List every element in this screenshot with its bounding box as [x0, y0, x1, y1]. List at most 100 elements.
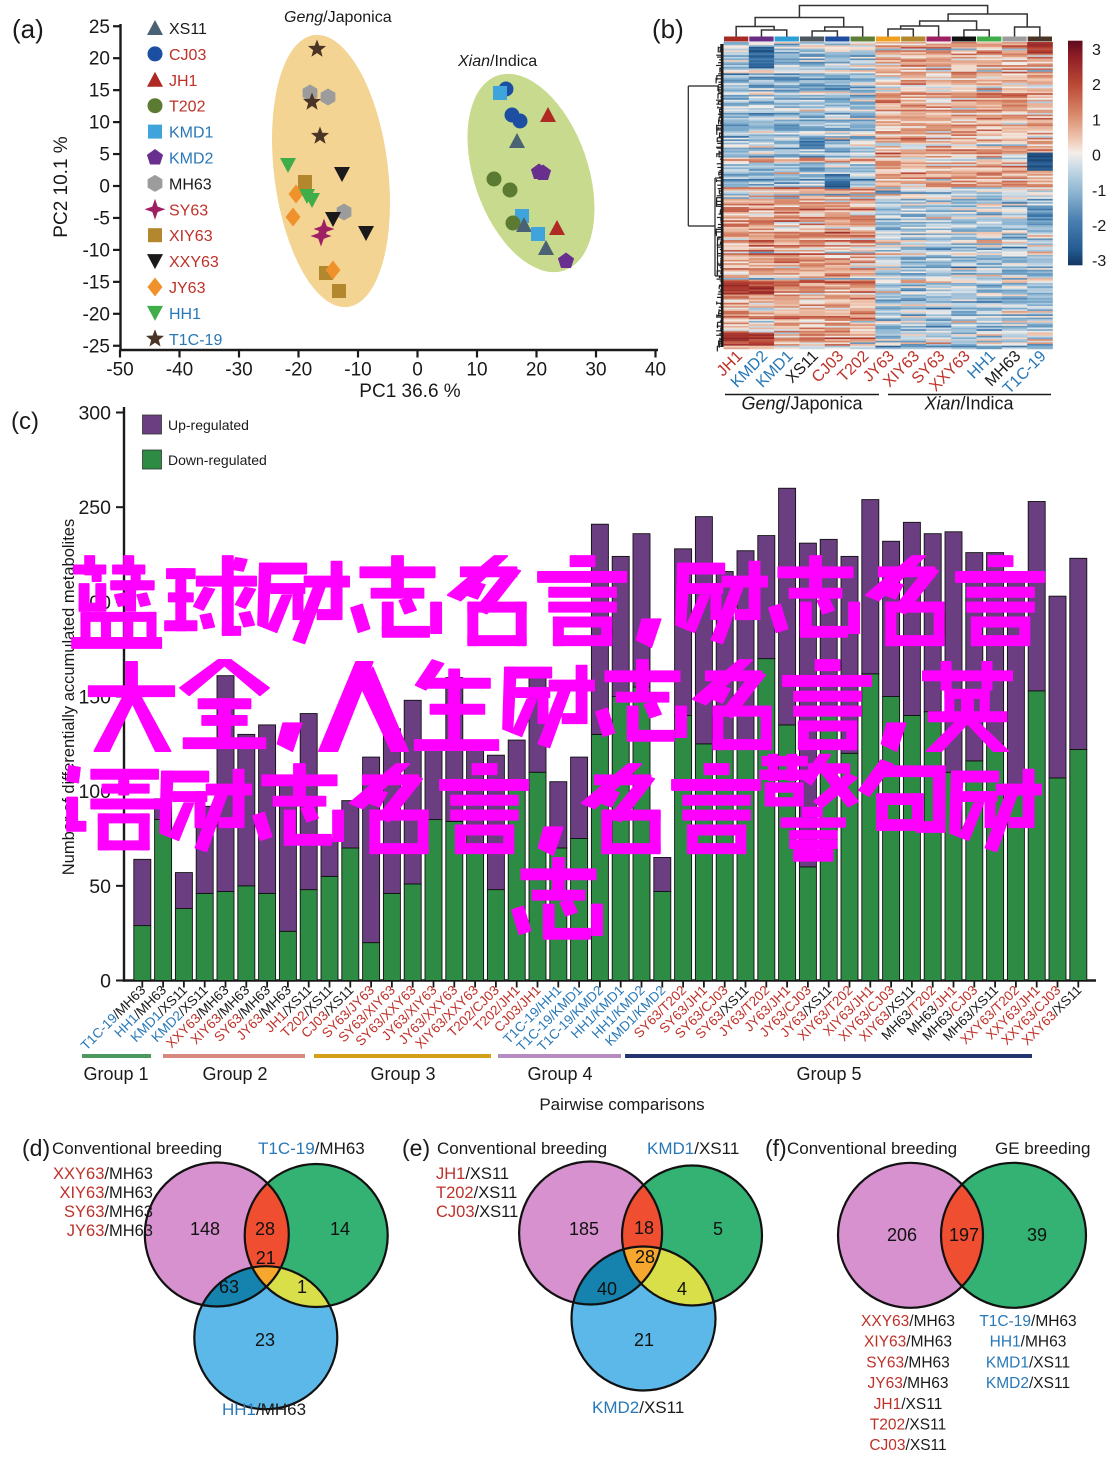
svg-text:JY63: JY63: [169, 280, 206, 297]
svg-text:SY63/MH63: SY63/MH63: [64, 1203, 153, 1221]
svg-text:XIY63/MH63: XIY63/MH63: [864, 1334, 952, 1351]
svg-text:XIY63/MH63: XIY63/MH63: [59, 1184, 153, 1202]
svg-text:-20: -20: [83, 304, 110, 325]
svg-text:-25: -25: [83, 336, 110, 357]
svg-text:XXY63/MH63: XXY63/MH63: [53, 1165, 153, 1183]
svg-text:25: 25: [89, 17, 110, 38]
svg-text:Number of differentially accum: Number of differentially accumulated met…: [60, 519, 78, 875]
svg-text:T1C-19/MH63: T1C-19/MH63: [258, 1139, 365, 1158]
svg-text:SY63: SY63: [169, 202, 208, 219]
svg-text:JY63/MH63: JY63/MH63: [67, 1222, 153, 1240]
svg-text:-10: -10: [83, 240, 110, 261]
svg-text:Conventional breeding: Conventional breeding: [52, 1139, 222, 1158]
svg-text:CJ03/XS11: CJ03/XS11: [436, 1203, 518, 1221]
svg-text:Group 3: Group 3: [370, 1064, 435, 1084]
svg-text:Down-regulated: Down-regulated: [168, 452, 267, 468]
svg-text:14: 14: [330, 1219, 350, 1239]
svg-text:4: 4: [677, 1279, 687, 1299]
svg-text:T202/XS11: T202/XS11: [436, 1184, 517, 1202]
svg-text:Geng/Japonica: Geng/Japonica: [741, 394, 863, 414]
svg-text:-20: -20: [285, 360, 312, 381]
svg-text:JH1/XS11: JH1/XS11: [874, 1396, 943, 1413]
svg-text:Conventional breeding: Conventional breeding: [437, 1139, 607, 1158]
svg-text:Group 4: Group 4: [527, 1064, 592, 1084]
svg-text:250: 250: [78, 497, 111, 519]
svg-text:GE breeding: GE breeding: [995, 1139, 1090, 1158]
svg-text:0: 0: [100, 971, 111, 993]
svg-text:18: 18: [634, 1218, 654, 1238]
svg-text:40: 40: [597, 1279, 617, 1299]
svg-text:Group 5: Group 5: [796, 1064, 861, 1084]
svg-text:1: 1: [1092, 112, 1101, 129]
svg-text:28: 28: [255, 1219, 275, 1239]
svg-text:(e): (e): [402, 1135, 430, 1161]
svg-text:206: 206: [887, 1225, 917, 1245]
svg-text:MH63: MH63: [169, 176, 212, 193]
svg-text:JH1: JH1: [169, 73, 198, 90]
svg-text:1: 1: [297, 1277, 307, 1297]
svg-text:20: 20: [89, 49, 110, 70]
svg-text:(c): (c): [11, 408, 39, 435]
svg-text:XXY63: XXY63: [169, 254, 219, 271]
svg-text:T1C-19: T1C-19: [169, 332, 222, 349]
svg-text:Pairwise comparisons: Pairwise comparisons: [539, 1095, 704, 1114]
svg-text:-2: -2: [1092, 218, 1106, 235]
svg-text:21: 21: [634, 1330, 654, 1350]
svg-text:T1C-19/MH63: T1C-19/MH63: [979, 1313, 1076, 1330]
svg-text:(f): (f): [765, 1135, 787, 1161]
svg-text:148: 148: [190, 1219, 220, 1239]
svg-text:KMD1/XS11: KMD1/XS11: [986, 1354, 1070, 1371]
svg-text:KMD2/XS11: KMD2/XS11: [986, 1375, 1070, 1392]
svg-text:63: 63: [219, 1277, 239, 1297]
svg-text:197: 197: [949, 1225, 979, 1245]
svg-text:Group 2: Group 2: [202, 1064, 267, 1084]
svg-text:(b): (b): [652, 14, 684, 44]
svg-text:JY63/MH63: JY63/MH63: [868, 1375, 949, 1392]
svg-text:300: 300: [78, 403, 111, 425]
svg-text:-30: -30: [225, 360, 252, 381]
svg-text:CJ03/XS11: CJ03/XS11: [869, 1437, 946, 1454]
svg-text:10: 10: [466, 360, 487, 381]
svg-text:KMD2/XS11: KMD2/XS11: [592, 1398, 684, 1417]
svg-text:20: 20: [526, 360, 547, 381]
svg-text:PC1 36.6 %: PC1 36.6 %: [359, 381, 460, 402]
svg-text:-10: -10: [344, 360, 371, 381]
svg-text:10: 10: [89, 113, 110, 134]
svg-text:Geng/Japonica: Geng/Japonica: [284, 9, 392, 26]
svg-text:185: 185: [569, 1219, 599, 1239]
svg-text:-40: -40: [166, 360, 193, 381]
svg-text:-50: -50: [106, 360, 133, 381]
svg-text:SY63/MH63: SY63/MH63: [866, 1354, 950, 1371]
svg-text:0: 0: [1092, 148, 1101, 165]
svg-text:HH1: HH1: [169, 306, 201, 323]
svg-text:Conventional breeding: Conventional breeding: [787, 1139, 957, 1158]
svg-text:T202: T202: [169, 99, 206, 116]
svg-text:Xian/Indica: Xian/Indica: [923, 394, 1014, 414]
svg-text:(d): (d): [22, 1135, 50, 1161]
svg-text:HH1/MH63: HH1/MH63: [222, 1400, 306, 1419]
svg-text:40: 40: [645, 360, 666, 381]
svg-text:0: 0: [99, 177, 110, 198]
svg-text:50: 50: [89, 876, 111, 898]
svg-text:Up-regulated: Up-regulated: [168, 417, 249, 433]
svg-text:XIY63: XIY63: [169, 228, 213, 245]
svg-text:XXY63/MH63: XXY63/MH63: [861, 1313, 955, 1330]
svg-text:39: 39: [1027, 1225, 1047, 1245]
svg-text:0: 0: [412, 360, 423, 381]
svg-text:-5: -5: [93, 208, 110, 229]
svg-text:3: 3: [1092, 42, 1101, 59]
svg-text:23: 23: [255, 1330, 275, 1350]
svg-text:JH1/XS11: JH1/XS11: [436, 1165, 509, 1183]
svg-text:HH1/MH63: HH1/MH63: [990, 1334, 1067, 1351]
svg-text:(a): (a): [12, 14, 44, 44]
svg-text:T202/XS11: T202/XS11: [870, 1417, 946, 1434]
svg-text:21: 21: [256, 1248, 276, 1268]
svg-text:KMD1/XS11: KMD1/XS11: [647, 1139, 739, 1158]
svg-text:5: 5: [713, 1219, 723, 1239]
svg-text:28: 28: [635, 1247, 655, 1267]
svg-text:PC2 10.1 %: PC2 10.1 %: [51, 136, 72, 237]
svg-text:XS11: XS11: [169, 21, 207, 38]
svg-text:-1: -1: [1092, 183, 1106, 200]
svg-text:KMD2: KMD2: [169, 151, 214, 168]
svg-text:CJ03: CJ03: [169, 47, 206, 64]
